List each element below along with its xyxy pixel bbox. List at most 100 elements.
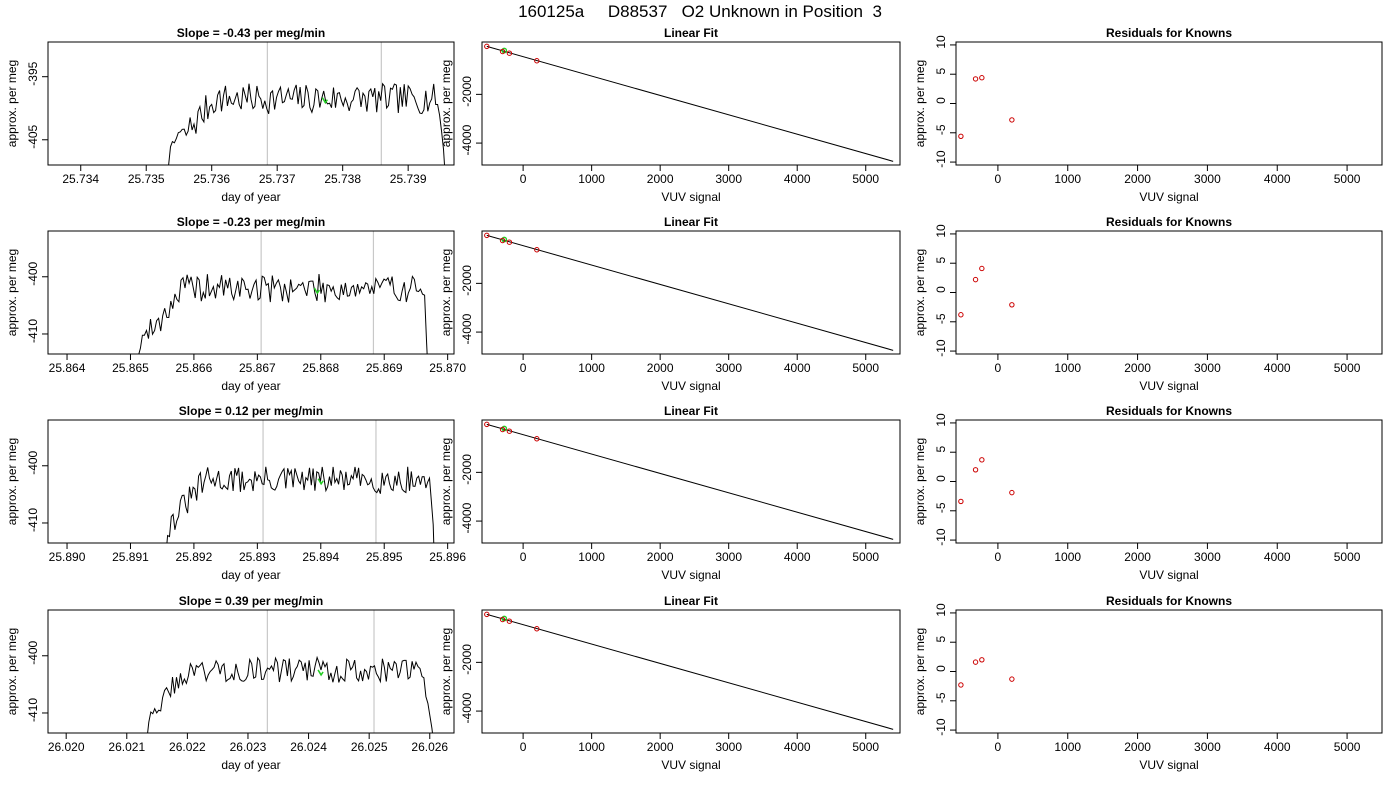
y-tick-label: -410 (26, 698, 40, 722)
unknown-segment-highlight (317, 669, 324, 677)
x-tick-label: 3000 (1194, 550, 1221, 564)
chart-title: Slope = -0.23 per meg/min (177, 215, 325, 229)
x-tick-label: 2000 (647, 361, 674, 375)
chart-panel-residuals: Residuals for Knowns 0 1000 2000 3000 4000 500… (913, 215, 1383, 393)
x-tick-label: 4000 (784, 361, 811, 375)
x-tick-label: 0 (520, 361, 527, 375)
x-tick-label: 4000 (784, 172, 811, 186)
x-tick-label: 25.864 (49, 361, 86, 375)
figure-title: 160125a D88537 O2 Unknown in Position 3 (518, 2, 882, 21)
y-tick-label: 5 (934, 446, 948, 453)
signal-trace (138, 273, 428, 354)
y-axis-label: approx. per meg (5, 628, 19, 715)
y-axis-label: approx. per meg (5, 438, 19, 525)
y-axis-label: approx. per meg (439, 249, 453, 336)
known-point (958, 133, 964, 140)
signal-trace (166, 466, 435, 543)
plot-area (484, 421, 894, 540)
x-tick-label: 25.735 (128, 172, 165, 186)
chart-title: Residuals for Knowns (1106, 26, 1232, 40)
x-tick-label: 0 (995, 361, 1002, 375)
known-point (499, 426, 506, 433)
x-tick-label: 1000 (1054, 172, 1081, 186)
x-tick-label: 25.867 (239, 361, 276, 375)
x-tick-label: 3000 (715, 550, 742, 564)
x-tick-label: 5000 (852, 550, 879, 564)
chart-panel-linear_fit: Linear Fit 0 1000 2000 3000 4000 5000 -4000 -200… (439, 404, 901, 582)
x-tick-label: 4000 (1264, 172, 1291, 186)
plot-area (484, 43, 894, 162)
y-axis-label: approx. per meg (913, 628, 927, 715)
y-tick-label: -4000 (460, 313, 474, 344)
x-axis-label: VUV signal (661, 758, 720, 772)
known-point (972, 76, 979, 82)
plot-area (958, 657, 1015, 688)
plot-area (484, 611, 894, 730)
fit-line (486, 423, 894, 540)
known-point (484, 421, 490, 428)
x-axis-label: VUV signal (1139, 379, 1198, 393)
x-tick-label: 0 (520, 550, 527, 564)
signal-trace (147, 655, 433, 733)
y-tick-label: -10 (934, 718, 948, 736)
x-tick-label: 4000 (1264, 361, 1291, 375)
x-tick-label: 2000 (1124, 172, 1151, 186)
x-tick-label: 2000 (1124, 361, 1151, 375)
plot-area (958, 75, 1015, 140)
x-tick-label: 26.021 (108, 740, 145, 754)
plot-frame (955, 419, 1383, 544)
y-tick-label: 5 (934, 68, 948, 75)
known-point (958, 498, 964, 505)
x-tick-label: 1000 (1054, 361, 1081, 375)
fit-line (486, 45, 894, 162)
chart-panel-timeseries: Slope = -0.43 per meg/min 25.734 25.735 25.… (5, 26, 455, 204)
plot-area (168, 42, 446, 165)
y-tick-label: -400 (26, 640, 40, 664)
known-point (506, 618, 513, 624)
x-tick-label: 25.738 (324, 172, 361, 186)
x-tick-label: 0 (995, 740, 1002, 754)
x-tick-label: 5000 (852, 740, 879, 754)
y-tick-label: -2000 (460, 76, 474, 107)
x-tick-label: 25.737 (259, 172, 296, 186)
y-tick-label: -2000 (460, 644, 474, 675)
known-point (484, 232, 490, 239)
x-tick-label: 26.023 (230, 740, 267, 754)
chart-panel-linear_fit: Linear Fit 0 1000 2000 3000 4000 5000 -4000 -200… (439, 215, 901, 393)
known-point (972, 659, 979, 665)
y-tick-label: 0 (934, 665, 948, 672)
fit-line (486, 234, 894, 351)
known-point (534, 626, 540, 632)
y-axis-label: approx. per meg (439, 438, 453, 525)
x-tick-label: 25.868 (302, 361, 339, 375)
x-tick-label: 25.734 (62, 172, 99, 186)
y-tick-label: -4000 (460, 692, 474, 723)
y-tick-label: 10 (934, 603, 948, 617)
x-tick-label: 1000 (578, 740, 605, 754)
chart-title: Slope = 0.39 per meg/min (179, 594, 323, 608)
y-axis-label: approx. per meg (913, 60, 927, 147)
known-point (1009, 676, 1015, 682)
x-tick-label: 0 (995, 172, 1002, 186)
y-axis-label: approx. per meg (913, 438, 927, 525)
y-tick-label: 10 (934, 413, 948, 427)
plot-frame (955, 609, 1383, 734)
x-tick-label: 0 (520, 740, 527, 754)
y-tick-label: -410 (26, 319, 40, 343)
y-tick-label: -2000 (460, 454, 474, 485)
x-tick-label: 2000 (647, 172, 674, 186)
x-tick-label: 3000 (1194, 740, 1221, 754)
plot-area (958, 265, 1015, 318)
unknown-segment-highlight (317, 478, 324, 486)
known-point (979, 75, 985, 81)
chart-title: Linear Fit (664, 215, 718, 229)
chart-panel-timeseries: Slope = 0.12 per meg/min 25.890 25.891 25.8… (5, 404, 466, 582)
plot-frame (481, 230, 901, 355)
chart-panel-residuals: Residuals for Knowns 0 1000 2000 3000 4000 500… (913, 594, 1383, 772)
y-tick-label: -2000 (460, 265, 474, 296)
y-tick-label: -400 (26, 450, 40, 474)
plot-area (138, 231, 428, 354)
known-point (499, 48, 506, 55)
fit-line (486, 613, 894, 730)
